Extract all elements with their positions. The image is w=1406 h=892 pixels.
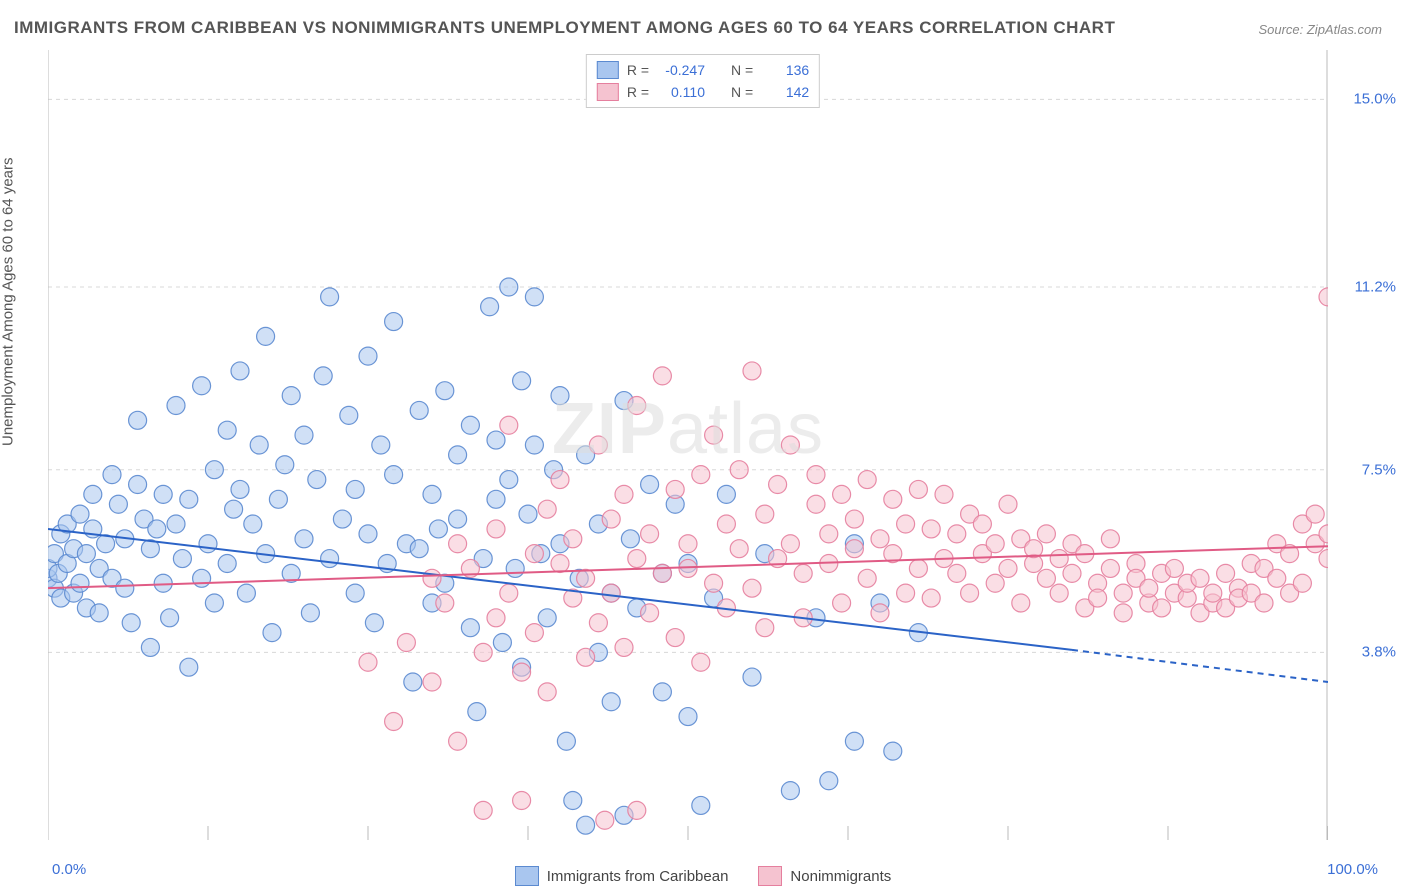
series-legend: 0.0% Immigrants from Caribbean Nonimmigr… bbox=[0, 866, 1406, 886]
series2-name: Nonimmigrants bbox=[790, 868, 891, 885]
scatter-plot-svg bbox=[48, 50, 1328, 840]
n-label: N = bbox=[731, 59, 753, 81]
y-tick-label: 11.2% bbox=[1355, 279, 1396, 296]
swatch-series1 bbox=[515, 866, 539, 886]
y-tick-label: 7.5% bbox=[1362, 461, 1396, 478]
correlation-legend: R = -0.247 N = 136 R = 0.110 N = 142 bbox=[586, 54, 820, 108]
source-attribution: Source: ZipAtlas.com bbox=[1258, 22, 1382, 37]
swatch-series1 bbox=[597, 61, 619, 79]
x-axis-max-label: 100.0% bbox=[1327, 861, 1378, 878]
legend-row-series2: R = 0.110 N = 142 bbox=[597, 81, 809, 103]
r-value-series1: -0.247 bbox=[657, 59, 705, 81]
swatch-series2 bbox=[758, 866, 782, 886]
y-tick-label: 3.8% bbox=[1362, 644, 1396, 661]
x-axis-min-label: 0.0% bbox=[52, 861, 86, 878]
legend-row-series1: R = -0.247 N = 136 bbox=[597, 59, 809, 81]
r-value-series2: 0.110 bbox=[657, 81, 705, 103]
r-label: R = bbox=[627, 59, 649, 81]
legend-item-series1: Immigrants from Caribbean bbox=[515, 866, 729, 886]
series1-name: Immigrants from Caribbean bbox=[547, 868, 729, 885]
r-label: R = bbox=[627, 81, 649, 103]
legend-item-series2: Nonimmigrants bbox=[758, 866, 891, 886]
y-axis-label: Unemployment Among Ages 60 to 64 years bbox=[0, 157, 17, 446]
n-value-series2: 142 bbox=[761, 81, 809, 103]
n-value-series1: 136 bbox=[761, 59, 809, 81]
swatch-series2 bbox=[597, 83, 619, 101]
chart-area: ZIPatlas bbox=[48, 50, 1328, 840]
y-tick-label: 15.0% bbox=[1353, 91, 1396, 108]
chart-title: IMMIGRANTS FROM CARIBBEAN VS NONIMMIGRAN… bbox=[14, 18, 1115, 38]
n-label: N = bbox=[731, 81, 753, 103]
